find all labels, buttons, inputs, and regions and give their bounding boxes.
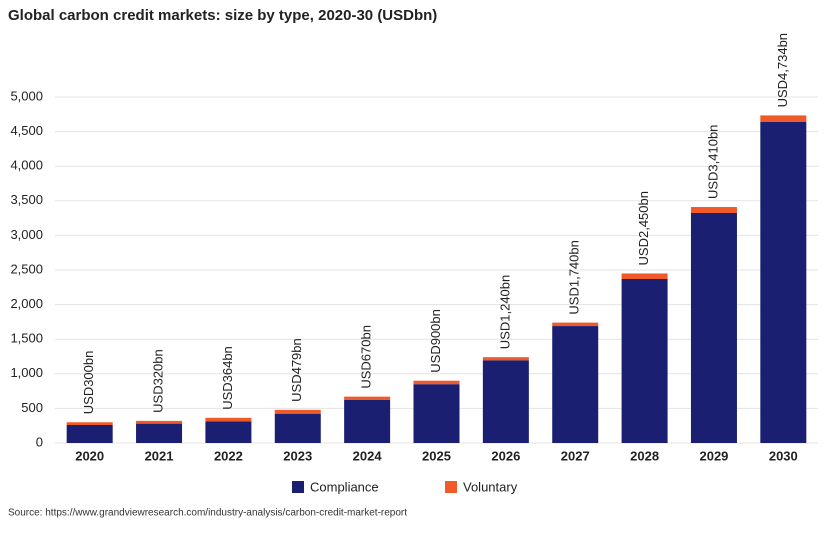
y-tick-label: 0 [36,434,43,449]
bar-segment [482,360,529,443]
bar-segment [690,212,737,443]
total-label: USD479bn [289,338,304,402]
bar-segment [136,423,183,443]
y-tick-label: 1,000 [10,365,43,380]
legend-label: Voluntary [463,479,518,494]
bar-segment [413,380,460,385]
y-tick-label: 500 [21,400,43,415]
total-label: USD1,740bn [567,240,582,314]
x-tick-label: 2021 [145,448,174,463]
bar-segment [205,417,252,422]
y-tick-label: 3,000 [10,227,43,242]
x-tick-label: 2030 [769,448,798,463]
bar-segment [760,115,807,122]
y-tick-label: 4,000 [10,158,43,173]
y-tick-label: 2,000 [10,296,43,311]
bar-segment [690,207,737,213]
x-tick-label: 2025 [422,448,451,463]
x-tick-label: 2024 [353,448,383,463]
chart-title: Global carbon credit markets: size by ty… [8,7,437,24]
bar-segment [205,421,252,443]
x-tick-label: 2020 [75,448,104,463]
bar-segment [482,357,529,361]
total-label: USD1,240bn [497,275,512,349]
total-label: USD320bn [150,349,165,413]
bar-segment [413,384,460,443]
bar-segment [136,420,183,424]
y-tick-label: 1,500 [10,331,43,346]
y-tick-label: 5,000 [10,88,43,103]
bar-segment [552,326,599,443]
total-label: USD300bn [81,351,96,415]
bar-segment [274,413,321,443]
bar-segment [621,273,668,279]
legend-swatch [292,481,304,493]
x-tick-label: 2023 [283,448,312,463]
x-tick-label: 2029 [699,448,728,463]
total-label: USD2,450bn [636,191,651,265]
y-tick-label: 4,500 [10,123,43,138]
total-label: USD364bn [220,346,235,410]
total-label: USD670bn [359,325,374,389]
bar-segment [621,278,668,443]
x-tick-label: 2026 [491,448,520,463]
x-tick-label: 2027 [561,448,590,463]
total-label: USD4,734bn [775,33,790,107]
y-tick-label: 3,500 [10,192,43,207]
x-tick-label: 2028 [630,448,659,463]
source-note: Source: https://www.grandviewresearch.co… [8,508,407,519]
bar-segment [344,396,391,400]
bar-segment [760,121,807,443]
bar-segment [66,425,113,443]
total-label: USD900bn [428,309,443,373]
legend-label: Compliance [310,479,379,494]
bar-segment [344,399,391,443]
total-label: USD3,410bn [705,125,720,199]
bar-segment [274,409,321,414]
x-tick-label: 2022 [214,448,243,463]
y-tick-label: 2,500 [10,261,43,276]
bar-segment [552,322,599,327]
legend-swatch [445,481,457,493]
bar-segment [66,422,113,426]
